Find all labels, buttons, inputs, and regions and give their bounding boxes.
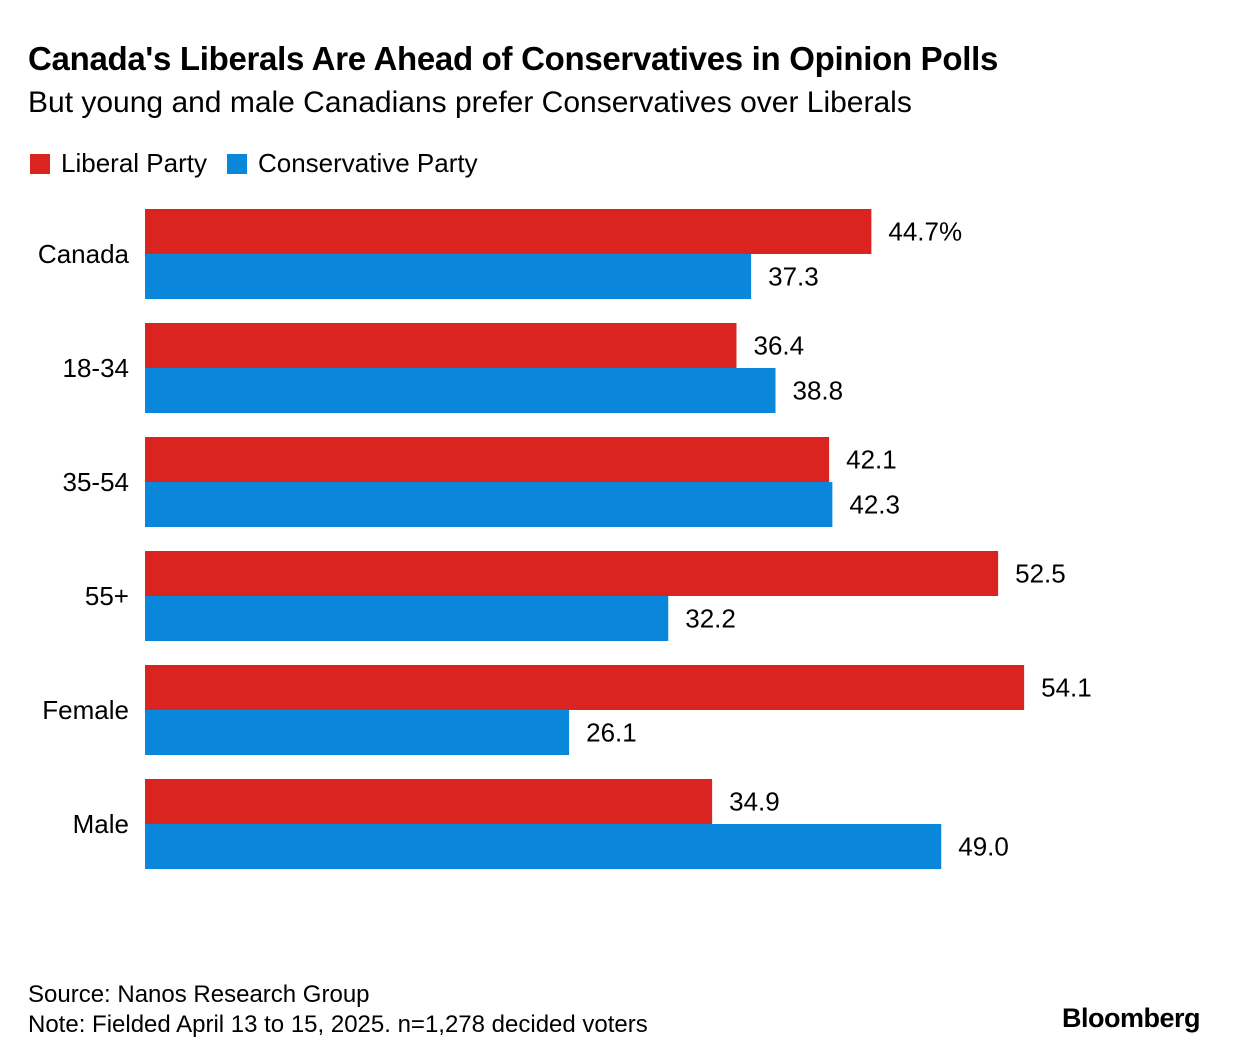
value-label-liberal-18-34: 36.4: [754, 331, 805, 361]
value-label-conservative-35-54: 42.3: [849, 490, 900, 520]
bar-conservative-35-54: [145, 482, 833, 527]
value-label-liberal-female: 54.1: [1041, 673, 1092, 703]
value-label-conservative-18-34: 38.8: [793, 376, 844, 406]
chart-title: Canada's Liberals Are Ahead of Conservat…: [28, 40, 999, 77]
bar-conservative-male: [145, 824, 942, 869]
source-note: Source: Nanos Research Group: [28, 981, 370, 1008]
value-label-liberal-55: 52.5: [1015, 559, 1066, 589]
value-label-conservative-canada: 37.3: [768, 262, 819, 292]
bar-conservative-18-34: [145, 368, 776, 413]
value-label-conservative-55: 32.2: [685, 604, 736, 634]
legend-item-conservative: Conservative Party: [226, 148, 478, 179]
category-label-canada: Canada: [38, 239, 130, 269]
value-label-liberal-35-54: 42.1: [846, 445, 897, 475]
value-label-liberal-male: 34.9: [729, 787, 780, 817]
category-label-female: Female: [42, 695, 129, 725]
bar-conservative-55: [145, 596, 669, 641]
legend-label-conservative: Conservative Party: [257, 148, 478, 178]
legend-swatch-liberal: [30, 153, 50, 174]
value-label-conservative-female: 26.1: [586, 718, 637, 748]
legend-label-liberal: Liberal Party: [61, 148, 207, 178]
category-label-male: Male: [73, 809, 129, 839]
bar-liberal-35-54: [145, 437, 830, 482]
bar-liberal-55: [145, 551, 999, 596]
legend-swatch-conservative: [226, 153, 247, 174]
bar-conservative-canada: [145, 254, 752, 299]
bar-liberal-canada: [145, 209, 872, 254]
category-label-35-54: 35-54: [63, 467, 130, 497]
value-label-conservative-male: 49.0: [958, 832, 1009, 862]
fielding-note: Note: Fielded April 13 to 15, 2025. n=1,…: [28, 1011, 648, 1038]
category-label-55: 55+: [85, 581, 129, 611]
value-label-liberal-canada: 44.7%: [888, 217, 962, 247]
legend-item-liberal: Liberal Party: [30, 148, 207, 179]
chart-subtitle: But young and male Canadians prefer Cons…: [28, 86, 912, 119]
bar-conservative-female: [145, 710, 570, 755]
bar-chart: Canada 44.7% 37.3 18-34 36.4 38.8 35-54 42.1 42.…: [38, 209, 1092, 869]
bar-liberal-male: [145, 779, 713, 824]
bloomberg-logo: Bloomberg: [1061, 1003, 1201, 1033]
legend: Liberal Party Conservative Party: [30, 148, 498, 179]
category-label-18-34: 18-34: [63, 353, 130, 383]
bar-liberal-18-34: [145, 323, 737, 368]
bar-liberal-female: [145, 665, 1025, 710]
